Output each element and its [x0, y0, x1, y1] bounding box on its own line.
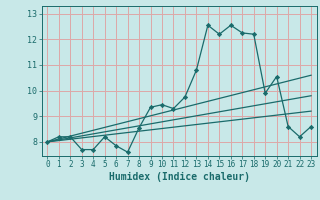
X-axis label: Humidex (Indice chaleur): Humidex (Indice chaleur) — [109, 172, 250, 182]
